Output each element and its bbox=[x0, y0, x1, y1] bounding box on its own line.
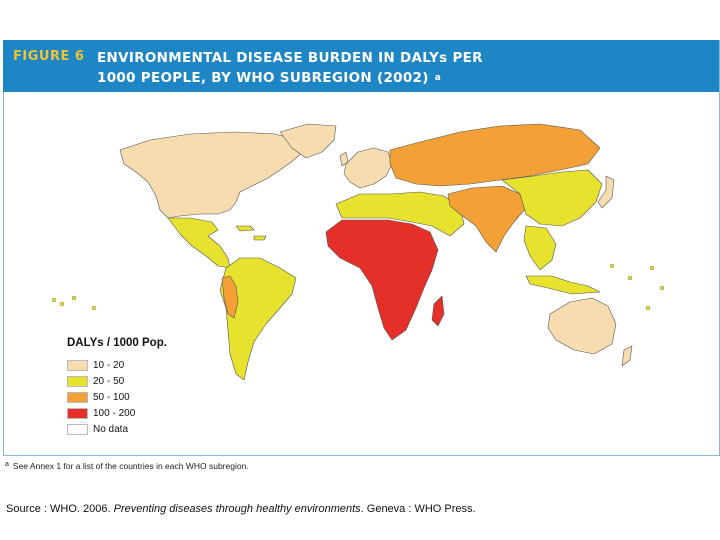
figure-title-marker: a bbox=[434, 73, 442, 83]
region-southeast-asia bbox=[523, 225, 557, 271]
legend-swatch bbox=[67, 375, 88, 387]
legend-label: 100 - 200 bbox=[93, 407, 136, 419]
region-eastern-europe-russia bbox=[389, 123, 601, 187]
legend: DALYs / 1000 Pop. 10 - 20 20 - 50 50 - 1… bbox=[67, 337, 167, 437]
legend-title: DALYs / 1000 Pop. bbox=[67, 337, 167, 349]
region-north-africa-middle-east bbox=[335, 191, 465, 237]
source-title: Preventing diseases through healthy envi… bbox=[113, 503, 361, 515]
figure-title: ENVIRONMENTAL DISEASE BURDEN IN DALYs PE… bbox=[97, 48, 537, 88]
region-central-america bbox=[167, 217, 231, 269]
region-new-zealand bbox=[621, 345, 633, 367]
island-marker bbox=[71, 295, 77, 301]
legend-row: No data bbox=[67, 421, 167, 437]
legend-row: 20 - 50 bbox=[67, 373, 167, 389]
region-japan bbox=[597, 175, 615, 209]
figure-title-line1: ENVIRONMENTAL DISEASE BURDEN IN DALYs PE… bbox=[97, 50, 483, 66]
region-sub-saharan-africa bbox=[325, 219, 439, 341]
region-andean-south-america bbox=[221, 275, 239, 319]
source-suffix: . Geneva : WHO Press. bbox=[360, 503, 476, 515]
legend-swatch bbox=[67, 423, 88, 435]
source-citation: Source : WHO. 2006. Preventing diseases … bbox=[6, 503, 476, 515]
figure-header bbox=[3, 40, 719, 92]
island-marker bbox=[645, 305, 651, 311]
world-map bbox=[51, 123, 665, 381]
region-china-east-asia bbox=[501, 169, 603, 227]
region-greenland bbox=[279, 123, 337, 159]
island-marker bbox=[649, 265, 655, 271]
figure-label: FIGURE 6 bbox=[13, 49, 85, 64]
legend-label: 50 - 100 bbox=[93, 391, 130, 403]
legend-swatch bbox=[67, 391, 88, 403]
figure-title-line2: 1000 PEOPLE, BY WHO SUBREGION (2002) bbox=[97, 70, 429, 86]
legend-row: 50 - 100 bbox=[67, 389, 167, 405]
island-marker bbox=[59, 301, 65, 307]
region-south-america bbox=[219, 257, 297, 381]
island-marker bbox=[659, 285, 665, 291]
island-marker bbox=[609, 263, 615, 269]
region-madagascar bbox=[431, 295, 445, 327]
region-south-asia bbox=[447, 185, 527, 253]
region-caribbean bbox=[235, 225, 267, 241]
region-uk bbox=[339, 151, 349, 167]
legend-swatch bbox=[67, 407, 88, 419]
island-marker bbox=[51, 297, 57, 303]
footnote-marker: a bbox=[5, 461, 9, 468]
island-marker bbox=[627, 275, 633, 281]
region-indonesia bbox=[525, 275, 601, 295]
island-marker bbox=[91, 305, 97, 311]
legend-row: 10 - 20 bbox=[67, 357, 167, 373]
legend-label: 20 - 50 bbox=[93, 375, 125, 387]
region-australia-nz bbox=[547, 297, 617, 355]
legend-label: No data bbox=[93, 423, 129, 435]
source-prefix: Source : WHO. 2006. bbox=[6, 503, 114, 515]
region-north-america bbox=[119, 131, 303, 219]
region-western-europe bbox=[343, 147, 393, 189]
legend-label: 10 - 20 bbox=[93, 359, 125, 371]
legend-row: 100 - 200 bbox=[67, 405, 167, 421]
legend-swatch bbox=[67, 359, 88, 371]
footnote-text: See Annex 1 for a list of the countries … bbox=[12, 461, 249, 471]
footnote: a See Annex 1 for a list of the countries… bbox=[5, 461, 249, 471]
